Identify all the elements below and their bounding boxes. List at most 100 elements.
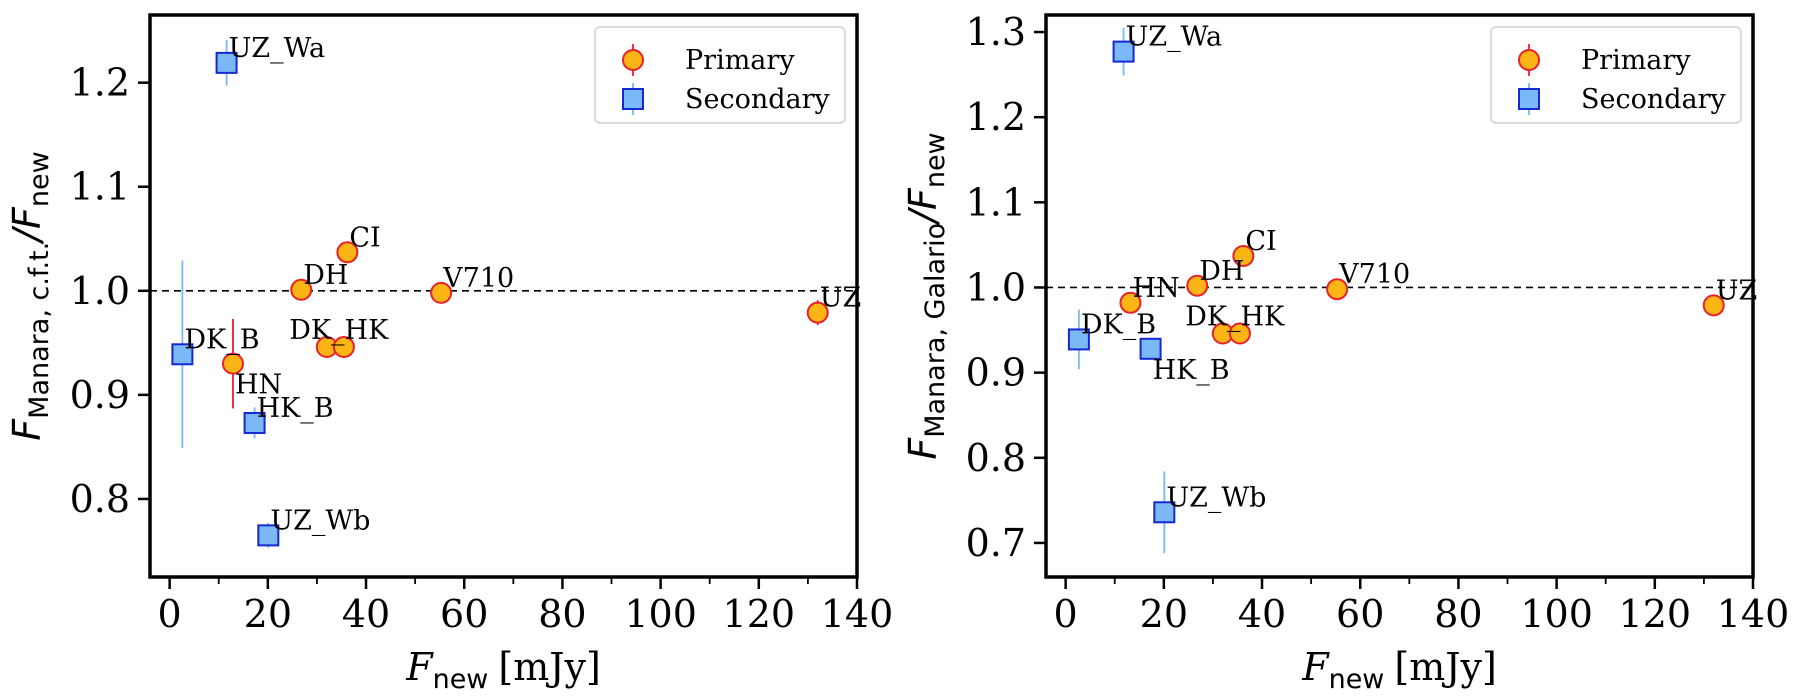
y-tick-label: 1.2 [966,95,1026,139]
left-panel: 0 20 40 60 80 100 120 140 0.8 0.9 1.0 1.1 1.2 UZ_Wa CI… [5,13,894,695]
y-axis-label: FManara, Galario/Fnew [901,132,951,459]
y-axis-label-sub: Manara, c.f.t. [24,242,55,419]
x-axis-label: Fnew [mJy] [1301,645,1497,695]
y-tick-label: 1.3 [966,10,1026,54]
x-tick-label: 0 [158,592,182,636]
axes-frame [148,13,859,579]
point-label: UZ_Wa [229,33,326,64]
secondary-point [1067,328,1090,351]
legend-secondary-label: Secondary [1581,84,1727,115]
primary-point [1228,322,1251,345]
point-label: V710 [442,263,514,294]
point-label: DK_B [184,324,259,355]
x-axis-label-var: F [1301,645,1330,689]
secondary-point [1112,40,1135,63]
point-label: UZ [820,283,862,314]
point-label: UZ_Wb [270,505,370,536]
primary-point [221,352,244,375]
primary-point [332,335,355,358]
legend-primary-marker [1518,49,1540,71]
point-label: HN [1132,273,1179,304]
y-tick-label: 1.1 [70,165,130,209]
legend-secondary-marker [1518,88,1540,110]
x-tick-label: 20 [1140,592,1188,636]
point-label: UZ_Wb [1166,482,1266,513]
x-tick-label: 120 [723,592,796,636]
point-label: DH [1199,256,1244,287]
primary-point [806,301,829,324]
x-axis-label-unit: [mJy] [1394,645,1496,689]
axes-frame [1044,13,1755,579]
x-tick-label: 100 [624,592,697,636]
x-tick-label: 40 [1238,592,1286,636]
x-tick-label: 140 [821,592,894,636]
legend-secondary-marker [622,88,644,110]
primary-point [336,241,359,264]
y-axis-label-sub2: new [920,132,951,188]
y-tick-label: 1.2 [70,61,130,105]
x-tick-label: 140 [1717,592,1790,636]
y-tick-label: 1.0 [70,269,130,313]
point-label: UZ [1716,275,1758,306]
primary-point [1119,291,1142,314]
point-label: UZ_Wa [1126,22,1223,53]
y-tick-label: 0.8 [966,436,1026,480]
legend-box [594,26,846,124]
right-panel: 0 20 40 60 80 100 120 140 0.7 0.8 0.9 1.0 1.1 1.2 1.3 U… [901,10,1789,695]
point-label: HN [235,370,282,401]
y-tick-label: 0.7 [966,521,1026,565]
y-axis-label-sep: /F [5,206,49,245]
legend-box [1490,26,1742,124]
y-axis-label-var: F [901,437,945,460]
secondary-point [171,343,194,366]
secondary-point [257,524,280,547]
secondary-point [1139,337,1162,360]
y-axis-label-sub: Manara, Galario [920,223,951,438]
y-axis-label-var: F [5,418,49,441]
primary-point [1232,244,1255,267]
x-tick-label: 60 [1336,592,1384,636]
point-label: V710 [1338,259,1410,290]
y-axis-label: FManara, c.f.t./Fnew [5,151,55,440]
x-tick-label: 40 [342,592,390,636]
legend-secondary-label: Secondary [685,84,831,115]
y-tick-label: 0.9 [966,351,1026,395]
x-tick-label: 80 [1434,592,1482,636]
x-tick-label: 120 [1619,592,1692,636]
secondary-point [1153,501,1176,524]
primary-point [430,281,453,304]
x-tick-label: 0 [1054,592,1078,636]
legend-primary-label: Primary [685,45,795,76]
point-label: HK_B [1153,355,1230,386]
x-axis-label-sub: new [1329,664,1385,695]
primary-point [290,278,313,301]
primary-point [1326,278,1349,301]
x-tick-label: 60 [440,592,488,636]
x-tick-label: 20 [244,592,292,636]
x-axis-label: Fnew [mJy] [405,645,601,695]
secondary-point [243,411,266,434]
point-label: HK_B [257,393,334,424]
y-tick-label: 0.9 [70,373,130,417]
y-axis-label-sub2: new [24,151,55,207]
primary-point [1702,294,1725,317]
legend-primary-marker [622,49,644,71]
y-tick-label: 1.1 [966,180,1026,224]
x-axis-label-sub: new [433,664,489,695]
x-axis-label-var: F [405,645,434,689]
point-label: CI [349,222,380,253]
y-axis-label-sep: /F [901,187,945,226]
point-label: DH [303,260,348,291]
primary-point [1186,274,1209,297]
y-tick-label: 0.8 [70,477,130,521]
point-label: DK_B [1081,309,1156,340]
secondary-point [215,51,238,74]
legend-primary-label: Primary [1581,45,1691,76]
point-label: DK_HK [289,315,389,346]
y-tick-label: 1.0 [966,265,1026,309]
point-label: DK_HK [1185,301,1285,332]
x-tick-label: 100 [1520,592,1593,636]
point-label: CI [1245,226,1276,257]
x-tick-label: 80 [538,592,586,636]
